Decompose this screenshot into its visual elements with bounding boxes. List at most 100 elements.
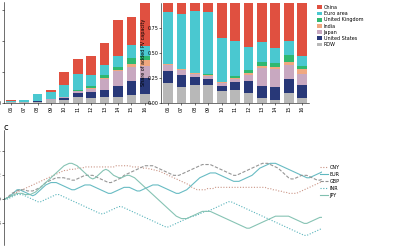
Bar — [297, 56, 307, 66]
Bar — [217, 82, 226, 83]
Bar — [163, 83, 173, 103]
Bar — [217, 86, 226, 91]
Bar — [100, 64, 109, 75]
Bar — [230, 2, 240, 40]
Bar — [204, 85, 213, 103]
Bar — [113, 86, 123, 96]
Bar — [60, 97, 69, 98]
Bar — [217, 83, 226, 86]
Bar — [46, 99, 56, 100]
Bar — [177, 69, 186, 70]
Bar — [163, 64, 173, 65]
Bar — [177, 70, 186, 75]
Bar — [177, 14, 186, 69]
Bar — [33, 94, 42, 100]
Bar — [100, 97, 109, 103]
Bar — [113, 96, 123, 103]
Bar — [86, 86, 96, 88]
Legend: China, Euro area, United Kingdom, India, Japan, United States, ROW: China, Euro area, United Kingdom, India,… — [317, 5, 363, 47]
Bar — [270, 87, 280, 100]
Bar — [100, 78, 109, 79]
Bar — [244, 46, 253, 70]
Bar — [257, 66, 267, 68]
Bar — [230, 79, 240, 82]
Bar — [46, 100, 56, 103]
Bar — [297, 66, 307, 69]
Legend: CNY, EUR, GBP, INR, JPY: CNY, EUR, GBP, INR, JPY — [318, 163, 342, 200]
Bar — [270, 69, 280, 87]
Bar — [270, 63, 280, 67]
Bar — [177, 2, 186, 14]
Bar — [140, 66, 150, 78]
Bar — [60, 100, 69, 103]
Bar — [86, 89, 96, 92]
Bar — [100, 90, 109, 97]
Bar — [204, 75, 213, 76]
Bar — [284, 93, 294, 103]
Bar — [284, 40, 294, 55]
Bar — [190, 10, 200, 73]
Bar — [33, 101, 42, 102]
Bar — [230, 82, 240, 90]
Bar — [140, 94, 150, 103]
Bar — [190, 85, 200, 103]
Bar — [126, 17, 136, 45]
Bar — [190, 73, 200, 74]
Bar — [113, 20, 123, 56]
Bar — [257, 86, 267, 98]
Bar — [126, 95, 136, 103]
Bar — [244, 75, 253, 81]
Bar — [284, 2, 294, 40]
Bar — [19, 102, 29, 103]
Bar — [257, 98, 267, 103]
Bar — [126, 45, 136, 58]
Bar — [140, 60, 150, 66]
Bar — [6, 102, 16, 103]
Bar — [297, 69, 307, 74]
Bar — [270, 100, 280, 103]
Bar — [73, 74, 82, 90]
Bar — [230, 76, 240, 78]
Bar — [113, 66, 123, 70]
Bar — [113, 71, 123, 86]
Bar — [126, 81, 136, 95]
Bar — [204, 76, 213, 79]
Bar — [297, 98, 307, 103]
Bar — [190, 74, 200, 77]
Y-axis label: Share of added PV capacity: Share of added PV capacity — [141, 19, 146, 86]
Bar — [140, 56, 150, 59]
Bar — [244, 70, 253, 73]
Bar — [140, 78, 150, 94]
Bar — [140, 0, 150, 46]
Bar — [204, 12, 213, 74]
Bar — [204, 79, 213, 85]
Bar — [270, 67, 280, 69]
Bar — [86, 98, 96, 103]
Bar — [217, 38, 226, 82]
Bar — [163, 71, 173, 83]
Bar — [217, 91, 226, 103]
Bar — [257, 62, 267, 66]
Bar — [163, 2, 173, 12]
Bar — [86, 56, 96, 75]
Bar — [60, 98, 69, 100]
Bar — [177, 75, 186, 87]
Bar — [126, 58, 136, 64]
Bar — [244, 73, 253, 75]
Bar — [100, 75, 109, 78]
Bar — [163, 12, 173, 64]
Bar — [46, 92, 56, 99]
Bar — [284, 65, 294, 79]
Bar — [86, 92, 96, 98]
Bar — [113, 70, 123, 71]
Bar — [86, 88, 96, 89]
Bar — [73, 59, 82, 74]
Bar — [204, 74, 213, 75]
Bar — [284, 55, 294, 62]
Bar — [244, 93, 253, 103]
Bar — [113, 56, 123, 66]
Bar — [177, 87, 186, 103]
Bar — [126, 67, 136, 81]
Bar — [297, 85, 307, 98]
Bar — [270, 48, 280, 63]
